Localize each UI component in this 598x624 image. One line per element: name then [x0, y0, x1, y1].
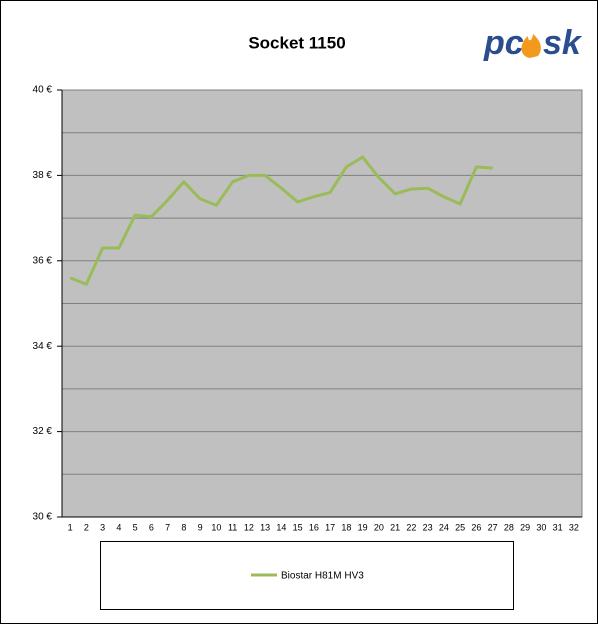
- x-tick-label: 20: [374, 522, 384, 532]
- x-tick-label: 25: [455, 522, 465, 532]
- x-tick-label: 11: [228, 522, 237, 532]
- legend-label: Biostar H81M HV3: [281, 571, 364, 582]
- y-tick-label: 30 €: [33, 512, 53, 523]
- x-tick-label: 15: [293, 522, 303, 532]
- x-tick-label: 6: [149, 522, 154, 532]
- y-tick-label: 34 €: [33, 341, 53, 352]
- x-tick-label: 4: [116, 522, 121, 532]
- logo-left: pc: [483, 24, 524, 62]
- data-line: [69, 155, 493, 286]
- x-tick-label: 1: [68, 522, 73, 532]
- x-tick-label: 18: [341, 522, 351, 532]
- legend-box: [100, 541, 514, 610]
- x-tick-label: 13: [260, 522, 270, 532]
- chart-title: Socket 1150: [248, 33, 345, 52]
- logo-right: sk: [543, 24, 583, 62]
- x-tick-label: 31: [553, 522, 563, 532]
- x-tick-label: 14: [276, 522, 286, 532]
- y-tick-label: 36 €: [33, 255, 53, 266]
- x-tick-label: 5: [133, 522, 138, 532]
- x-tick-label: 27: [488, 522, 498, 532]
- x-tick-label: 23: [423, 522, 433, 532]
- logo: pc sk: [483, 24, 583, 62]
- x-tick-label: 29: [520, 522, 530, 532]
- x-tick-label: 12: [244, 522, 254, 532]
- y-tick-label: 40 €: [33, 85, 53, 96]
- y-tick-label: 38 €: [33, 170, 53, 181]
- x-tick-label: 7: [165, 522, 170, 532]
- x-tick-label: 32: [569, 522, 579, 532]
- logo-flame: [521, 34, 541, 58]
- x-tick-label: 16: [309, 522, 319, 532]
- x-tick-label: 24: [439, 522, 449, 532]
- x-tick-label: 26: [471, 522, 481, 532]
- y-tick-label: 32 €: [33, 426, 53, 437]
- x-tick-label: 9: [198, 522, 203, 532]
- x-tick-label: 28: [504, 522, 514, 532]
- x-tick-label: 22: [406, 522, 416, 532]
- x-tick-label: 19: [358, 522, 368, 532]
- x-tick-label: 21: [390, 522, 400, 532]
- x-tick-label: 2: [84, 522, 89, 532]
- x-tick-label: 8: [181, 522, 186, 532]
- x-tick-label: 30: [536, 522, 546, 532]
- x-tick-label: 10: [211, 522, 221, 532]
- x-tick-label: 17: [325, 522, 335, 532]
- x-tick-label: 3: [100, 522, 105, 532]
